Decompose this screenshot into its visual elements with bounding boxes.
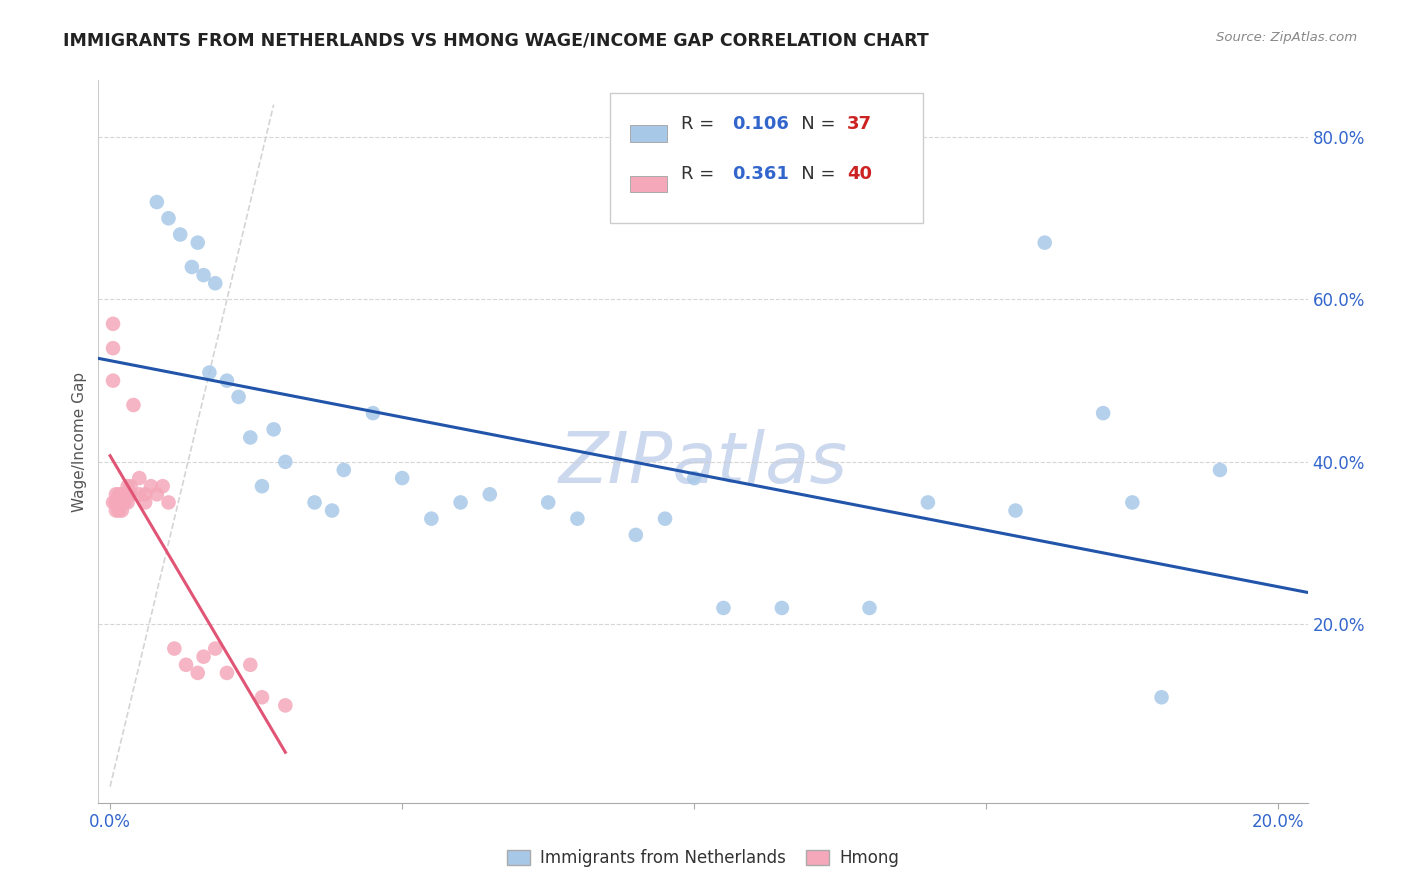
Point — [174, 657, 197, 672]
Point — [1209, 463, 1232, 477]
Point — [134, 495, 156, 509]
Point — [1004, 503, 1026, 517]
Text: Source: ZipAtlas.com: Source: ZipAtlas.com — [1216, 31, 1357, 45]
Point — [193, 268, 215, 282]
Point — [122, 398, 145, 412]
Point — [101, 317, 124, 331]
Legend: Immigrants from Netherlands, Hmong: Immigrants from Netherlands, Hmong — [501, 843, 905, 874]
Point — [478, 487, 501, 501]
Point — [111, 487, 134, 501]
Point — [450, 495, 472, 509]
Point — [204, 641, 226, 656]
Point — [537, 495, 560, 509]
Text: R =: R = — [682, 115, 720, 133]
Point — [169, 227, 191, 242]
Point — [114, 487, 136, 501]
Point — [108, 487, 131, 501]
Point — [193, 649, 215, 664]
Point — [139, 479, 162, 493]
Point — [104, 495, 127, 509]
Point — [187, 665, 209, 680]
Y-axis label: Wage/Income Gap: Wage/Income Gap — [72, 371, 87, 512]
Text: 37: 37 — [846, 115, 872, 133]
Point — [101, 495, 124, 509]
Point — [157, 495, 180, 509]
Text: 40: 40 — [846, 165, 872, 183]
Point — [250, 479, 273, 493]
Point — [108, 503, 131, 517]
Bar — [630, 126, 666, 142]
Text: ZIPatlas: ZIPatlas — [558, 429, 848, 498]
Point — [134, 487, 156, 501]
Point — [304, 495, 326, 509]
Point — [713, 601, 735, 615]
Point — [128, 487, 150, 501]
Point — [101, 341, 124, 355]
Point — [361, 406, 384, 420]
Point — [108, 495, 131, 509]
Point — [114, 495, 136, 509]
Point — [215, 374, 238, 388]
Point — [146, 487, 169, 501]
Text: 0.106: 0.106 — [733, 115, 789, 133]
Point — [683, 471, 706, 485]
Point — [624, 528, 647, 542]
Point — [128, 471, 150, 485]
Point — [157, 211, 180, 226]
Point — [654, 511, 676, 525]
Point — [146, 195, 169, 210]
Point — [117, 479, 139, 493]
Text: N =: N = — [785, 115, 841, 133]
Point — [101, 374, 124, 388]
Point — [204, 277, 226, 291]
Point — [917, 495, 939, 509]
Point — [228, 390, 250, 404]
Point — [163, 641, 186, 656]
Point — [332, 463, 354, 477]
Text: IMMIGRANTS FROM NETHERLANDS VS HMONG WAGE/INCOME GAP CORRELATION CHART: IMMIGRANTS FROM NETHERLANDS VS HMONG WAG… — [63, 31, 929, 49]
Bar — [610, 94, 924, 223]
Point — [1150, 690, 1173, 705]
Point — [120, 479, 142, 493]
Point — [770, 601, 793, 615]
Point — [198, 366, 221, 380]
Point — [108, 495, 131, 509]
Point — [567, 511, 589, 525]
Point — [104, 503, 127, 517]
Point — [111, 503, 134, 517]
Point — [1033, 235, 1056, 250]
Point — [187, 235, 209, 250]
Point — [239, 657, 262, 672]
Point — [120, 487, 142, 501]
Text: N =: N = — [785, 165, 841, 183]
Point — [391, 471, 413, 485]
Point — [239, 430, 262, 444]
Text: R =: R = — [682, 165, 720, 183]
Point — [117, 487, 139, 501]
Bar — [630, 176, 666, 193]
Text: 0.361: 0.361 — [733, 165, 789, 183]
Point — [420, 511, 443, 525]
Point — [111, 495, 134, 509]
Point — [858, 601, 880, 615]
Point — [215, 665, 238, 680]
Point — [274, 455, 297, 469]
Point — [321, 503, 343, 517]
Point — [180, 260, 202, 274]
Point — [1121, 495, 1143, 509]
Point — [104, 495, 127, 509]
Point — [117, 495, 139, 509]
Point — [1092, 406, 1115, 420]
Point — [104, 487, 127, 501]
Point — [152, 479, 174, 493]
Point — [263, 422, 285, 436]
Point — [274, 698, 297, 713]
Point — [250, 690, 273, 705]
